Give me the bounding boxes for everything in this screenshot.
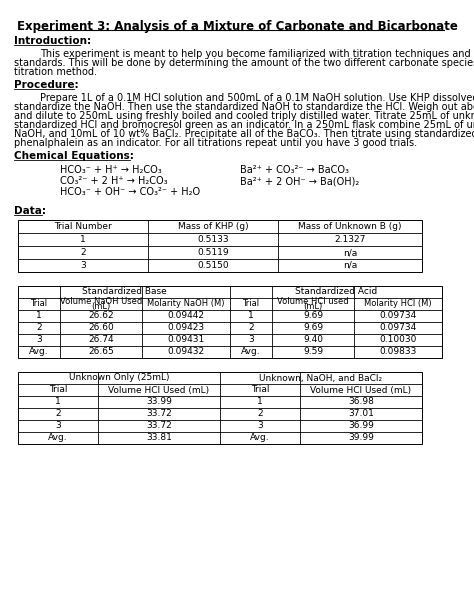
Text: standardize the NaOH. Then use the standardized NaOH to standardize the HCl. Wei: standardize the NaOH. Then use the stand… xyxy=(14,102,474,112)
Text: (mL): (mL) xyxy=(91,302,110,311)
Text: Volume HCl Used (mL): Volume HCl Used (mL) xyxy=(109,386,210,395)
Text: 1: 1 xyxy=(248,311,254,321)
Text: 0.5119: 0.5119 xyxy=(197,248,229,257)
Text: Unknown Only (25mL): Unknown Only (25mL) xyxy=(69,373,169,383)
Text: CO₃²⁻ + 2 H⁺ → H₂CO₃: CO₃²⁻ + 2 H⁺ → H₂CO₃ xyxy=(60,176,168,186)
Text: Procedure:: Procedure: xyxy=(14,80,79,90)
Text: 3: 3 xyxy=(248,335,254,345)
Text: 33.72: 33.72 xyxy=(146,409,172,419)
Text: NaOH, and 10mL of 10 wt% BaCl₂. Precipitate all of the BaCO₃. Then titrate using: NaOH, and 10mL of 10 wt% BaCl₂. Precipit… xyxy=(14,129,474,139)
Text: 3: 3 xyxy=(55,422,61,430)
Text: 1: 1 xyxy=(55,397,61,406)
Text: HCO₃⁻ + H⁺ → H₂CO₃: HCO₃⁻ + H⁺ → H₂CO₃ xyxy=(60,165,162,175)
Text: Experiment 3: Analysis of a Mixture of Carbonate and Bicarbonate: Experiment 3: Analysis of a Mixture of C… xyxy=(17,20,457,33)
Bar xyxy=(18,372,422,444)
Text: 0.09431: 0.09431 xyxy=(167,335,205,345)
Text: Data:: Data: xyxy=(14,206,46,216)
Text: 0.09423: 0.09423 xyxy=(167,324,205,332)
Text: 0.09432: 0.09432 xyxy=(167,348,205,357)
Text: 0.09734: 0.09734 xyxy=(379,311,417,321)
Text: phenalphalein as an indicator. For all titrations repeat until you have 3 good t: phenalphalein as an indicator. For all t… xyxy=(14,138,417,148)
Text: Mass of KHP (g): Mass of KHP (g) xyxy=(178,222,248,231)
Text: (mL): (mL) xyxy=(303,302,323,311)
Text: 26.65: 26.65 xyxy=(88,348,114,357)
Text: Ba²⁺ + 2 OH⁻ → Ba(OH)₂: Ba²⁺ + 2 OH⁻ → Ba(OH)₂ xyxy=(240,176,359,186)
Text: 0.10030: 0.10030 xyxy=(379,335,417,345)
Text: Volume HCl used: Volume HCl used xyxy=(277,297,349,305)
Text: n/a: n/a xyxy=(343,248,357,257)
Text: Trial: Trial xyxy=(30,300,47,308)
Text: 33.72: 33.72 xyxy=(146,422,172,430)
Text: Introduction:: Introduction: xyxy=(14,36,91,46)
Text: Avg.: Avg. xyxy=(29,348,49,357)
Text: 0.09833: 0.09833 xyxy=(379,348,417,357)
Text: 2.1327: 2.1327 xyxy=(334,235,365,244)
Text: Trial: Trial xyxy=(49,386,67,395)
Text: n/a: n/a xyxy=(343,261,357,270)
Text: Avg.: Avg. xyxy=(250,433,270,443)
Text: Molarity NaOH (M): Molarity NaOH (M) xyxy=(147,300,225,308)
Text: 0.5150: 0.5150 xyxy=(197,261,229,270)
Text: 9.69: 9.69 xyxy=(303,324,323,332)
Text: 2: 2 xyxy=(80,248,86,257)
Text: 9.40: 9.40 xyxy=(303,335,323,345)
Text: Unknown, NaOH, and BaCl₂: Unknown, NaOH, and BaCl₂ xyxy=(259,373,383,383)
Bar xyxy=(18,220,422,272)
Text: Avg.: Avg. xyxy=(48,433,68,443)
Text: 1: 1 xyxy=(257,397,263,406)
Text: 1: 1 xyxy=(36,311,42,321)
Text: 0.09734: 0.09734 xyxy=(379,324,417,332)
Text: 1: 1 xyxy=(80,235,86,244)
Text: 2: 2 xyxy=(248,324,254,332)
Text: 26.74: 26.74 xyxy=(88,335,114,345)
Text: Standardized Base: Standardized Base xyxy=(82,287,166,297)
Text: Molarity HCl (M): Molarity HCl (M) xyxy=(364,300,432,308)
Bar xyxy=(18,286,442,358)
Text: titration method.: titration method. xyxy=(14,67,97,77)
Text: Ba²⁺ + CO₃²⁻ → BaCO₃: Ba²⁺ + CO₃²⁻ → BaCO₃ xyxy=(240,165,349,175)
Text: 33.99: 33.99 xyxy=(146,397,172,406)
Text: 3: 3 xyxy=(80,261,86,270)
Text: Prepare 1L of a 0.1M HCl solution and 500mL of a 0.1M NaOH solution. Use KHP dis: Prepare 1L of a 0.1M HCl solution and 50… xyxy=(40,93,474,103)
Text: Chemical Equations:: Chemical Equations: xyxy=(14,151,134,161)
Text: 3: 3 xyxy=(36,335,42,345)
Text: HCO₃⁻ + OH⁻ → CO₃²⁻ + H₂O: HCO₃⁻ + OH⁻ → CO₃²⁻ + H₂O xyxy=(60,187,200,197)
Text: Standardized Acid: Standardized Acid xyxy=(295,287,377,297)
Text: 36.98: 36.98 xyxy=(348,397,374,406)
Text: 0.5133: 0.5133 xyxy=(197,235,229,244)
Text: Avg.: Avg. xyxy=(241,348,261,357)
Text: 26.60: 26.60 xyxy=(88,324,114,332)
Text: standards. This will be done by determining the amount of the two different carb: standards. This will be done by determin… xyxy=(14,58,474,68)
Text: 9.59: 9.59 xyxy=(303,348,323,357)
Text: 36.99: 36.99 xyxy=(348,422,374,430)
Text: Trial: Trial xyxy=(251,386,269,395)
Text: and dilute to 250mL using freshly boiled and cooled triply distilled water. Titr: and dilute to 250mL using freshly boiled… xyxy=(14,111,474,121)
Text: 2: 2 xyxy=(55,409,61,419)
Text: 0.09442: 0.09442 xyxy=(167,311,204,321)
Text: 3: 3 xyxy=(257,422,263,430)
Text: 2: 2 xyxy=(257,409,263,419)
Text: 2: 2 xyxy=(36,324,42,332)
Text: Mass of Unknown B (g): Mass of Unknown B (g) xyxy=(298,222,402,231)
Text: 39.99: 39.99 xyxy=(348,433,374,443)
Text: This experiment is meant to help you become familiarized with titration techniqu: This experiment is meant to help you bec… xyxy=(40,49,474,59)
Text: standardized HCl and bromocresol green as an indicator. In a 250mL flask combine: standardized HCl and bromocresol green a… xyxy=(14,120,474,130)
Text: 33.81: 33.81 xyxy=(146,433,172,443)
Text: Volume HCl Used (mL): Volume HCl Used (mL) xyxy=(310,386,411,395)
Text: Trial Number: Trial Number xyxy=(54,222,112,231)
Text: Volume NaOH Used: Volume NaOH Used xyxy=(60,297,142,305)
Text: 9.69: 9.69 xyxy=(303,311,323,321)
Text: 26.62: 26.62 xyxy=(88,311,114,321)
Text: Trial: Trial xyxy=(242,300,260,308)
Text: 37.01: 37.01 xyxy=(348,409,374,419)
